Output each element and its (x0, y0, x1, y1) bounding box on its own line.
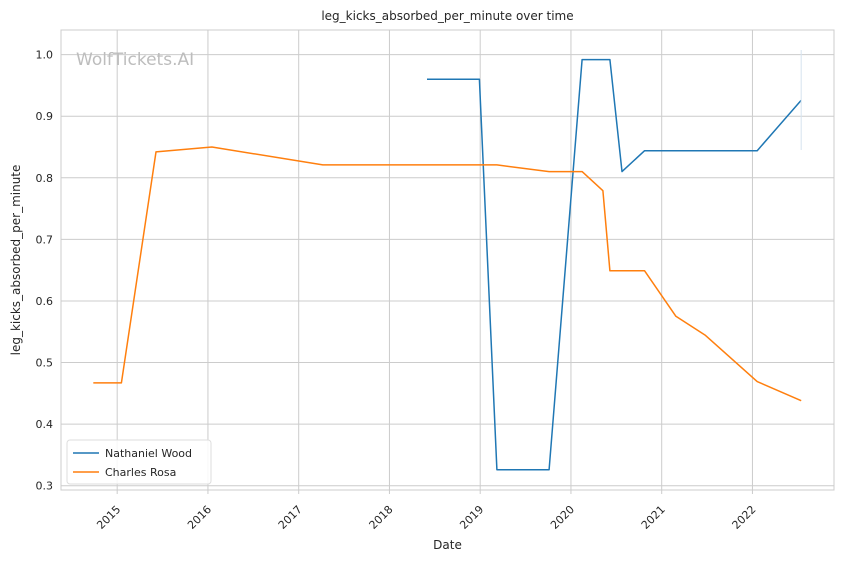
y-tick-labels: 0.3 0.4 0.5 0.6 0.7 0.8 0.9 1.0 (36, 49, 54, 493)
y-tick-label: 1.0 (36, 49, 54, 62)
y-axis-label: leg_kicks_absorbed_per_minute (9, 165, 23, 356)
series-layer (93, 50, 802, 471)
y-tick-label: 0.6 (36, 295, 54, 308)
y-tick-label: 0.9 (36, 110, 54, 123)
chart-title: leg_kicks_absorbed_per_minute over time (321, 9, 573, 23)
y-tick-label: 0.3 (36, 480, 54, 493)
y-tick-label: 0.8 (36, 172, 54, 185)
watermark: WolfTickets.AI (76, 50, 194, 70)
grid (61, 30, 834, 490)
y-tick-label: 0.4 (36, 418, 54, 431)
series-line-2 (93, 146, 802, 402)
y-tick-label: 0.5 (36, 357, 54, 370)
plot-frame (60, 29, 835, 491)
legend-entry: Nathaniel Wood (105, 447, 192, 460)
legend-entry: Charles Rosa (105, 466, 176, 479)
x-axis-label: Date (433, 538, 462, 552)
legend: Nathaniel Wood Charles Rosa (66, 439, 212, 485)
series-line-1 (427, 58, 802, 471)
legend-box (66, 439, 212, 485)
y-tick-label: 0.7 (36, 233, 54, 246)
